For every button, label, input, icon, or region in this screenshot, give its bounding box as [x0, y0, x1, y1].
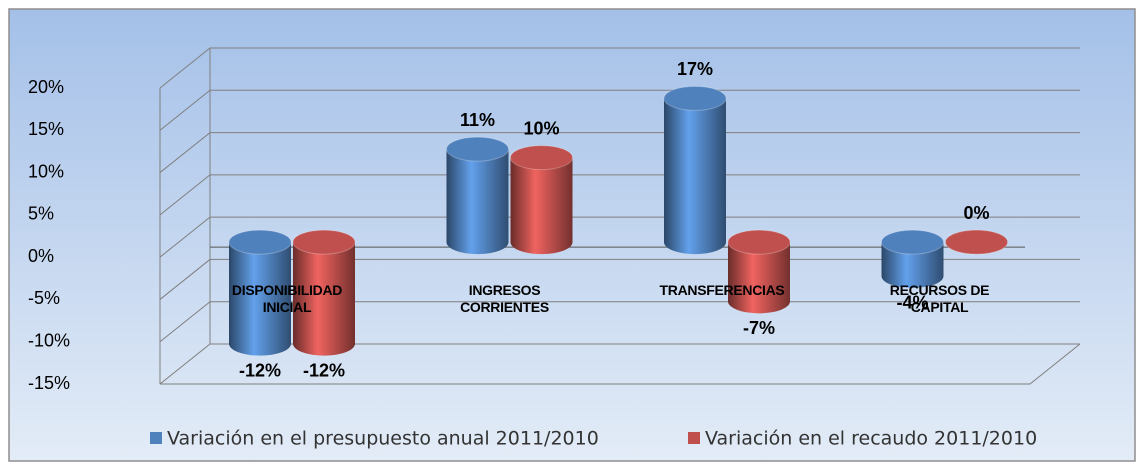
value-label: 11% [460, 110, 495, 130]
cylinder-body [229, 242, 291, 344]
y-tick-label: -5% [28, 288, 60, 308]
value-label: -12% [303, 360, 345, 380]
cylinder-top [510, 145, 573, 171]
legend-swatch [688, 432, 700, 444]
y-tick-label: 10% [28, 161, 64, 181]
cylinder-top [292, 229, 356, 255]
cylinder-top [228, 229, 292, 255]
floor-edge [160, 343, 1081, 385]
cylinder-body [510, 157, 573, 243]
y-tick-label: 5% [28, 204, 54, 224]
cylinder-base [728, 289, 790, 314]
y-tick-label: 0% [28, 246, 54, 266]
legend-swatch [150, 432, 162, 444]
cylinder [446, 136, 509, 255]
value-label: 0% [963, 203, 989, 223]
cylinder-top [446, 136, 509, 162]
cylinder [292, 229, 356, 356]
cylinder-top [663, 85, 727, 111]
cylinder [945, 229, 1008, 255]
y-tick-label: 15% [28, 119, 64, 139]
value-label: 10% [523, 118, 559, 138]
cylinder-top [945, 229, 1008, 255]
cylinder [228, 229, 292, 356]
cylinder-top [727, 229, 791, 255]
cylinder [727, 229, 791, 314]
cylinder-base [229, 331, 291, 356]
legend-label: Variación en el presupuesto anual 2011/2… [167, 428, 599, 450]
value-label: -7% [743, 318, 775, 338]
value-label: -12% [239, 360, 281, 380]
cylinder-base [664, 230, 726, 255]
x-tick-label: INGRESOS CORRIENTES [460, 282, 549, 315]
cylinder [881, 229, 944, 288]
cylinder-body [293, 242, 355, 344]
cylinder-body [446, 149, 509, 243]
value-label: 17% [677, 59, 713, 79]
cylinder-base [510, 230, 573, 255]
cylinder-body [664, 98, 726, 243]
y-tick-label: -15% [28, 373, 70, 393]
x-tick-label: RECURSOS DE CAPITAL [889, 282, 990, 315]
cylinder [510, 145, 573, 255]
y-tick-label: 20% [28, 77, 64, 97]
cylinder-base [446, 230, 509, 255]
cylinder [663, 85, 727, 255]
value-label: -4% [896, 293, 928, 313]
legend-label: Variación en el recaudo 2011/2010 [705, 428, 1037, 450]
cylinder-top [881, 229, 944, 255]
cylinder-base [881, 263, 944, 288]
x-tick-label: DISPONIBILIDAD INICIAL [231, 282, 343, 315]
x-tick-label: TRANSFERENCIAS [659, 282, 785, 298]
y-tick-label: -10% [28, 330, 70, 350]
cylinder-base [293, 331, 355, 356]
